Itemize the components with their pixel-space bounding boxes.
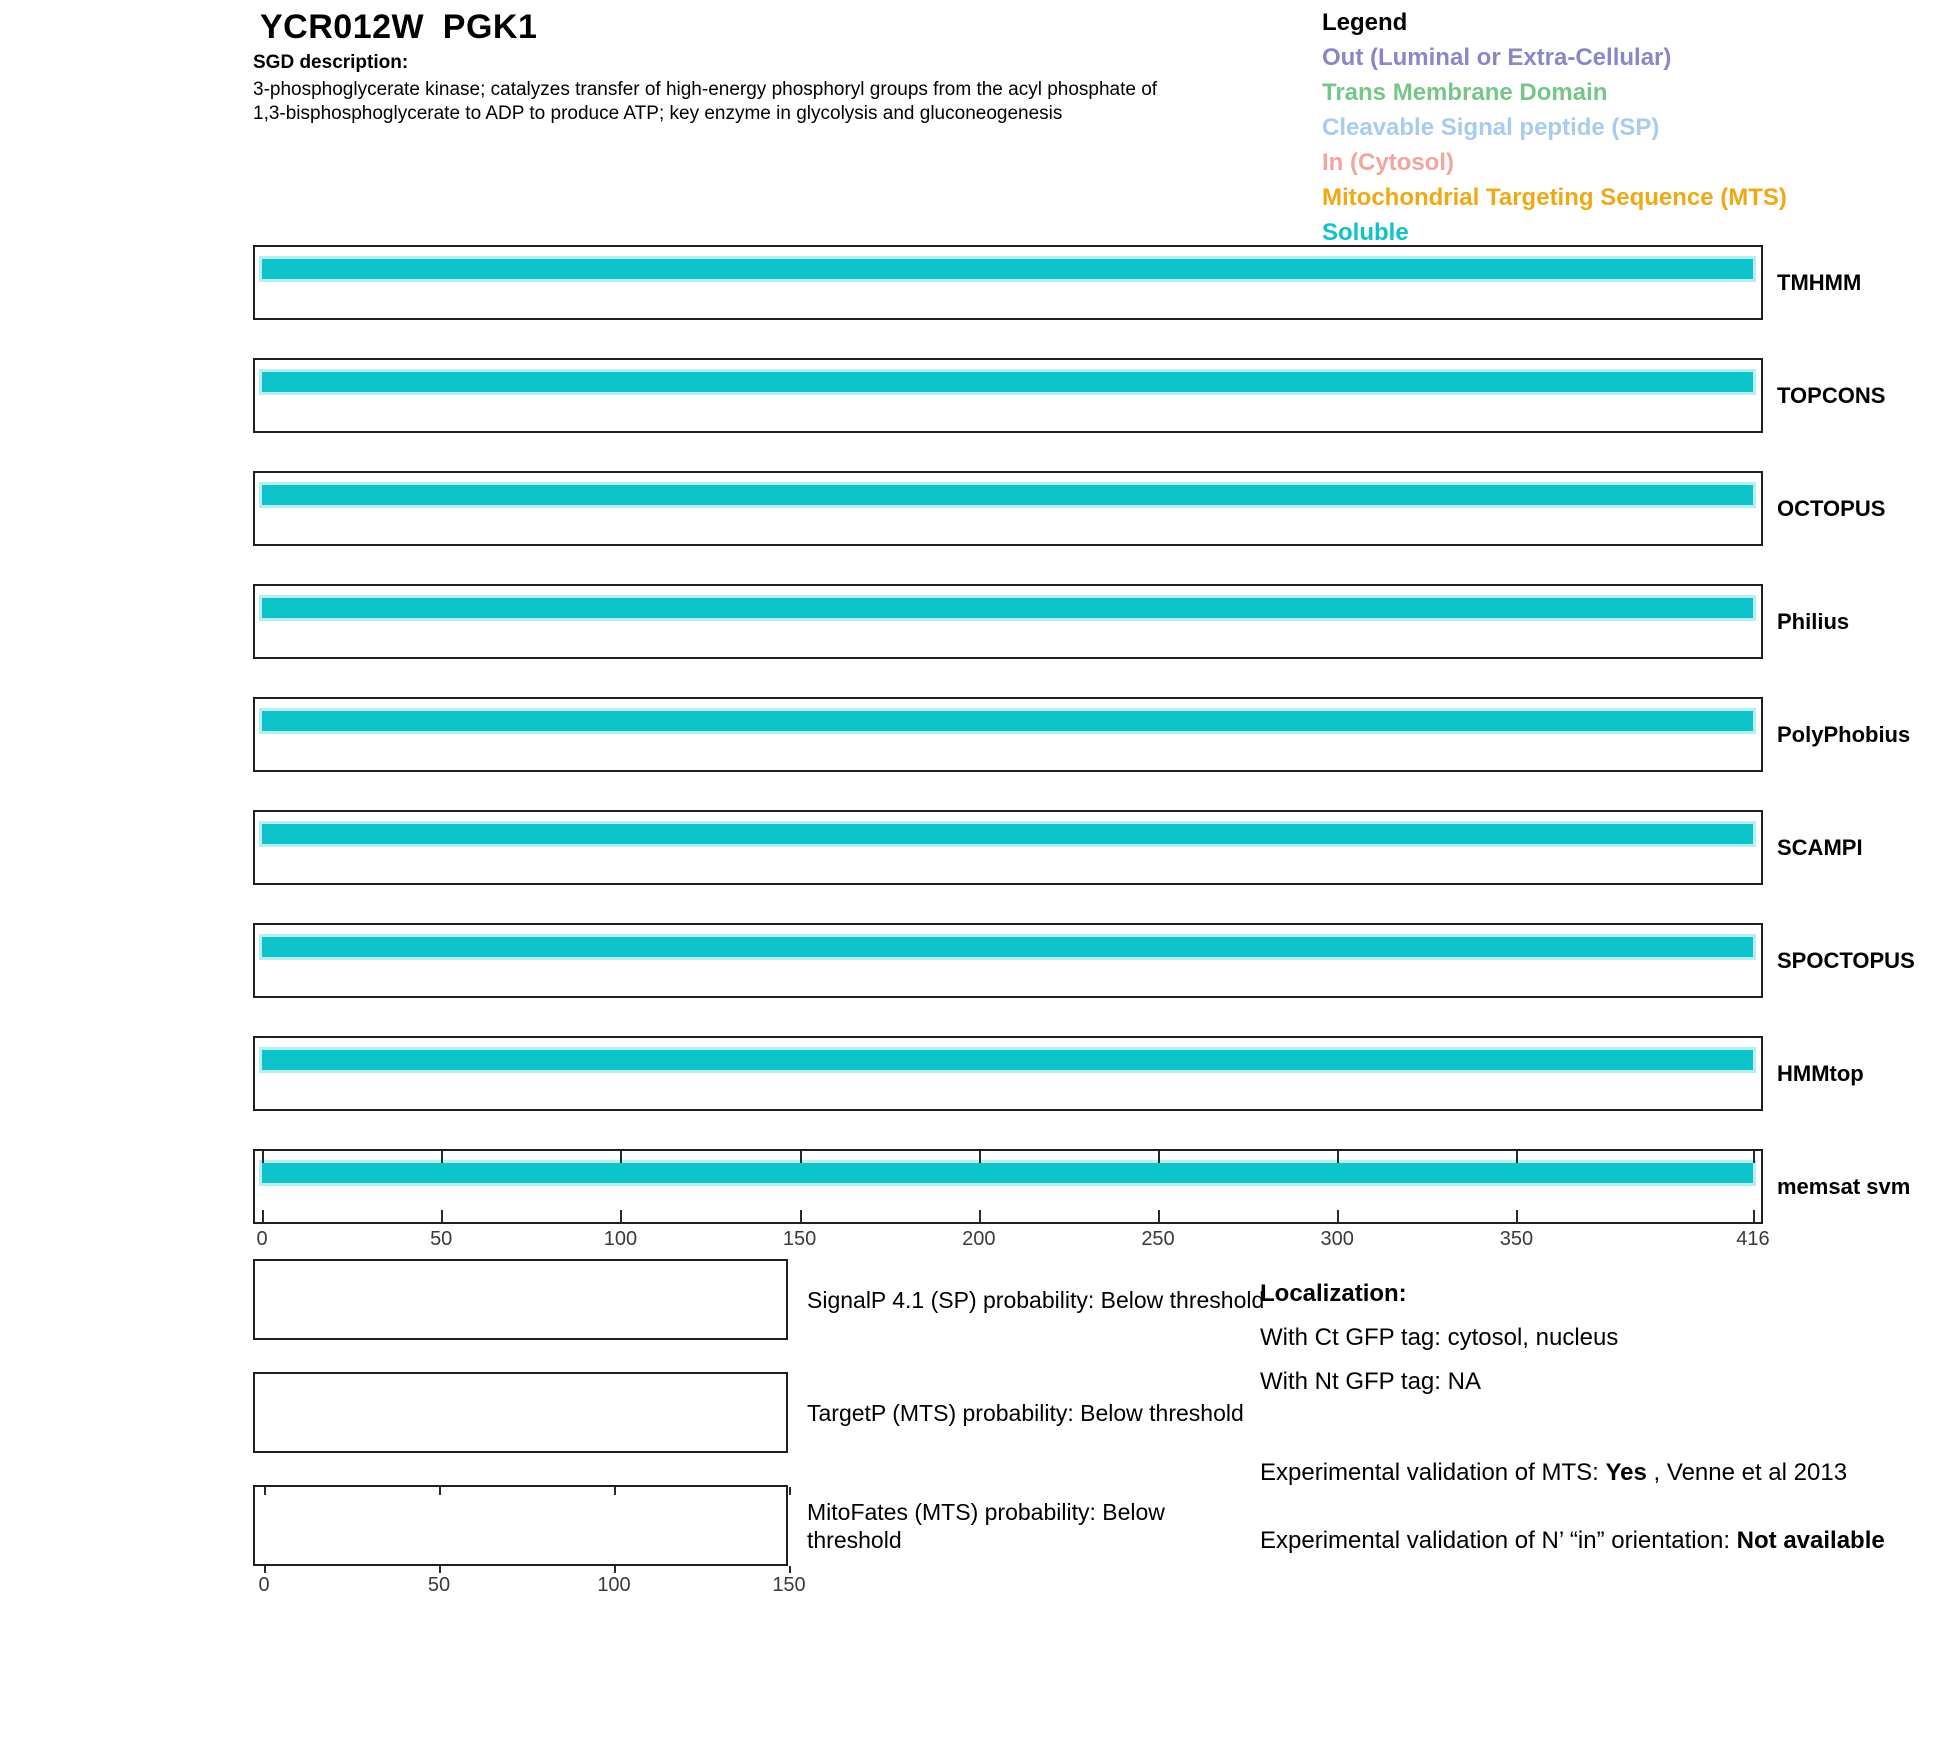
probability-axis-label-50: 50: [427, 1574, 451, 1596]
axis-tick-bottom-250: [1158, 1210, 1160, 1222]
axis-tick-top-250: [1158, 1151, 1160, 1163]
mini-axis-tick-out-150: [789, 1566, 791, 1573]
localization-block: Localization: With Ct GFP tag: cytosol, …: [1260, 1272, 1920, 1404]
probability-plot-box-1: [253, 1372, 788, 1453]
axis-tick-top-0: [262, 1151, 264, 1163]
axis-tick-bottom-416: [1752, 1210, 1755, 1222]
soluble-segment-topcons: [262, 372, 1753, 392]
mts-validation-suffix: , Venne et al 2013: [1646, 1459, 1848, 1486]
legend-item-trans-membrane-domain: Trans Membrane Domain: [1322, 79, 1608, 106]
axis-tick-bottom-150: [799, 1210, 802, 1222]
soluble-segment-scampi: [262, 824, 1753, 844]
axis-tick-bottom-350: [1516, 1210, 1519, 1222]
track-label-spoctopus: SPOCTOPUS: [1777, 947, 1915, 973]
track-label-topcons: TOPCONS: [1777, 382, 1886, 408]
axis-tick-top-200: [978, 1151, 981, 1163]
track-label-philius: Philius: [1777, 608, 1850, 634]
mini-axis-tick-out-0: [264, 1566, 266, 1573]
gene-name: YCR012W: [260, 8, 425, 46]
residue-axis-label-150: 150: [782, 1228, 817, 1250]
track-box-tmhmm: [253, 245, 1763, 320]
mts-validation-prefix: Experimental validation of MTS:: [1260, 1459, 1606, 1486]
track-box-spoctopus: [253, 923, 1763, 998]
track-label-scampi: SCAMPI: [1777, 834, 1863, 860]
probability-plot-label-2: MitoFates (MTS) probability: Below thres…: [807, 1498, 1165, 1553]
legend-item-cleavable-signal-peptide-sp-: Cleavable Signal peptide (SP): [1322, 114, 1660, 141]
axis-tick-bottom-50: [441, 1210, 444, 1222]
residue-axis-label-200: 200: [962, 1228, 996, 1250]
orientation-validation-line: Experimental validation of N’ “in” orien…: [1260, 1525, 1915, 1556]
track-box-hmmtop: [253, 1036, 1763, 1111]
axis-tick-top-350: [1516, 1151, 1519, 1163]
track-box-polyphobius: [253, 697, 1763, 772]
track-box-scampi: [253, 810, 1763, 885]
residue-axis-label-100: 100: [603, 1228, 638, 1250]
mini-axis-tick-top-50: [439, 1487, 441, 1495]
track-label-hmmtop: HMMtop: [1777, 1060, 1864, 1086]
axis-tick-bottom-200: [978, 1210, 981, 1222]
mini-axis-tick-top-100: [614, 1487, 616, 1495]
probability-plot-label-1: TargetP (MTS) probability: Below thresho…: [807, 1399, 1244, 1426]
track-box-philius: [253, 584, 1763, 659]
track-label-tmhmm: TMHMM: [1777, 269, 1862, 295]
residue-axis-label-350: 350: [1499, 1228, 1534, 1250]
protein-name: PGK1: [442, 8, 538, 46]
legend-item-out-luminal-or-extra-cellular-: Out (Luminal or Extra-Cellular): [1322, 44, 1672, 71]
localization-title: Localization:: [1260, 1280, 1407, 1307]
axis-tick-top-150: [799, 1151, 802, 1163]
track-box-octopus: [253, 471, 1763, 546]
probability-plot-label-0: SignalP 4.1 (SP) probability: Below thre…: [807, 1286, 1265, 1313]
sgd-description-line1: 3-phosphoglycerate kinase; catalyzes tra…: [253, 79, 1158, 100]
soluble-segment-memsat-svm: [262, 1163, 1753, 1183]
axis-tick-bottom-300: [1337, 1210, 1340, 1222]
mini-axis-tick-top-0: [264, 1487, 266, 1495]
mts-validation-value: Yes: [1605, 1459, 1647, 1486]
axis-tick-bottom-0: [262, 1210, 264, 1222]
page-title: YCR012W PGK1: [260, 8, 537, 47]
probability-axis-label-100: 100: [597, 1574, 631, 1596]
residue-axis-label-50: 50: [430, 1228, 453, 1250]
mini-axis-tick-top-150: [789, 1487, 791, 1495]
mini-axis-tick-out-100: [614, 1566, 616, 1573]
soluble-segment-octopus: [262, 485, 1753, 505]
axis-tick-top-300: [1337, 1151, 1340, 1163]
track-box-memsat-svm: [253, 1149, 1763, 1224]
axis-tick-top-100: [620, 1151, 623, 1163]
residue-axis-label-300: 300: [1320, 1228, 1354, 1250]
legend-item-soluble: Soluble: [1322, 219, 1409, 246]
probability-axis-label-0: 0: [258, 1574, 270, 1596]
legend-items: Out (Luminal or Extra-Cellular) Trans Mem…: [1322, 40, 1882, 250]
ct-gfp-line: With Ct GFP tag: cytosol, nucleus: [1260, 1324, 1619, 1351]
soluble-segment-tmhmm: [262, 259, 1753, 279]
axis-tick-top-50: [441, 1151, 444, 1163]
axis-tick-bottom-100: [620, 1210, 623, 1222]
soluble-segment-philius: [262, 598, 1753, 618]
legend-title: Legend: [1322, 9, 1408, 36]
probability-plot-box-0: [253, 1259, 788, 1340]
sgd-description-heading: SGD description:: [253, 52, 409, 73]
legend-item-mitochondrial-targeting-sequence-mts-: Mitochondrial Targeting Sequence (MTS): [1322, 184, 1787, 211]
soluble-segment-polyphobius: [262, 711, 1753, 731]
mini-axis-tick-out-50: [439, 1566, 441, 1573]
legend-item-in-cytosol-: In (Cytosol): [1322, 149, 1454, 176]
residue-axis-label-416: 416: [1736, 1228, 1770, 1250]
soluble-segment-spoctopus: [262, 937, 1753, 957]
track-label-memsat-svm: memsat svm: [1777, 1173, 1911, 1199]
nt-gfp-line: With Nt GFP tag: NA: [1260, 1368, 1481, 1395]
track-box-topcons: [253, 358, 1763, 433]
track-label-polyphobius: PolyPhobius: [1777, 721, 1911, 747]
orientation-validation-value: Not available: [1736, 1527, 1885, 1554]
axis-tick-top-416: [1752, 1151, 1755, 1163]
residue-axis-label-250: 250: [1141, 1228, 1175, 1250]
probability-axis-label-150: 150: [772, 1574, 806, 1596]
orientation-validation-prefix: Experimental validation of N’ “in” orien…: [1260, 1527, 1737, 1554]
legend: Legend Out (Luminal or Extra-Cellular) Tr…: [1322, 5, 1882, 250]
mts-validation-line: Experimental validation of MTS: Yes , Ve…: [1260, 1459, 1950, 1487]
sgd-description-line2: 1,3-bisphosphoglycerate to ADP to produc…: [253, 103, 1063, 124]
probability-plot-box-2: [253, 1485, 791, 1566]
residue-axis-label-0: 0: [256, 1228, 268, 1250]
track-label-octopus: OCTOPUS: [1777, 495, 1886, 521]
soluble-segment-hmmtop: [262, 1050, 1753, 1070]
